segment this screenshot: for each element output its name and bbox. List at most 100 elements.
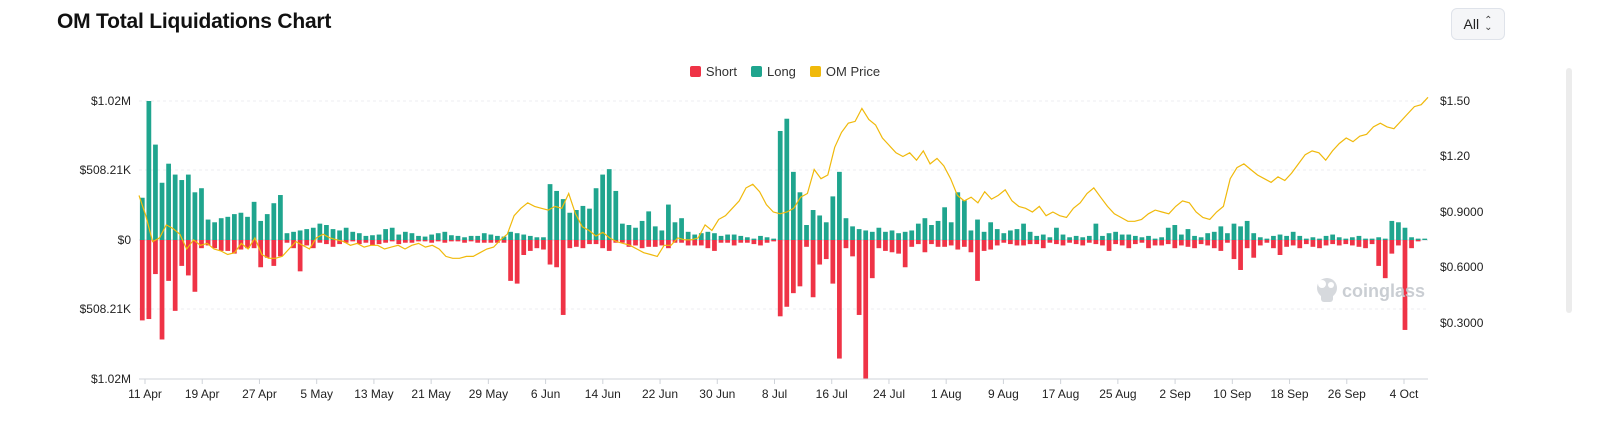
short-bar[interactable] — [462, 240, 467, 243]
short-bar[interactable] — [488, 240, 494, 243]
long-bar[interactable] — [389, 227, 395, 240]
long-bar[interactable] — [975, 219, 980, 240]
short-bar[interactable] — [975, 240, 980, 281]
long-bar[interactable] — [652, 226, 658, 240]
short-bar[interactable] — [718, 240, 724, 243]
short-bar[interactable] — [1363, 240, 1368, 249]
long-bar[interactable] — [587, 208, 592, 240]
short-bar[interactable] — [1126, 240, 1132, 249]
short-bar[interactable] — [1317, 240, 1322, 249]
long-bar[interactable] — [547, 184, 553, 240]
short-bar[interactable] — [212, 240, 217, 249]
short-bar[interactable] — [909, 240, 915, 247]
short-bar[interactable] — [1172, 240, 1178, 249]
short-bar[interactable] — [712, 240, 717, 251]
long-bar[interactable] — [843, 218, 849, 240]
short-bar[interactable] — [185, 240, 191, 276]
long-bar[interactable] — [1297, 235, 1303, 240]
long-bar[interactable] — [988, 222, 994, 240]
short-bar[interactable] — [1356, 240, 1362, 247]
long-bar[interactable] — [1317, 238, 1322, 240]
long-bar[interactable] — [830, 196, 836, 240]
long-bar[interactable] — [580, 205, 586, 240]
long-bar[interactable] — [666, 204, 671, 240]
long-bar[interactable] — [1159, 237, 1165, 240]
short-bar[interactable] — [1376, 240, 1382, 266]
long-bar[interactable] — [810, 210, 816, 240]
long-bar[interactable] — [1376, 237, 1382, 240]
long-bar[interactable] — [1277, 234, 1283, 240]
long-bar[interactable] — [199, 188, 204, 240]
short-bar[interactable] — [692, 240, 698, 246]
short-bar[interactable] — [514, 240, 520, 284]
long-bar[interactable] — [508, 231, 513, 240]
long-bar[interactable] — [1152, 238, 1158, 240]
long-bar[interactable] — [370, 235, 375, 240]
scrollbar[interactable] — [1566, 68, 1572, 313]
long-bar[interactable] — [1093, 223, 1099, 240]
long-bar[interactable] — [159, 182, 165, 240]
short-bar[interactable] — [843, 240, 849, 249]
short-bar[interactable] — [1343, 240, 1349, 245]
long-bar[interactable] — [554, 190, 559, 240]
long-bar[interactable] — [758, 235, 763, 240]
short-bar[interactable] — [639, 240, 645, 249]
short-bar[interactable] — [1290, 240, 1296, 246]
long-bar[interactable] — [304, 229, 310, 240]
long-bar[interactable] — [416, 235, 421, 240]
om-price-line[interactable] — [138, 96, 1429, 259]
long-bar[interactable] — [1257, 237, 1263, 240]
long-bar[interactable] — [639, 220, 645, 240]
long-bar[interactable] — [245, 216, 250, 240]
long-bar[interactable] — [731, 234, 737, 240]
long-bar[interactable] — [863, 230, 869, 240]
long-bar[interactable] — [521, 234, 527, 240]
long-bar[interactable] — [1001, 233, 1007, 240]
long-bar[interactable] — [488, 234, 494, 240]
short-bar[interactable] — [1284, 240, 1289, 247]
short-bar[interactable] — [915, 240, 921, 245]
long-bar[interactable] — [396, 234, 402, 240]
short-bar[interactable] — [560, 240, 566, 315]
long-bar[interactable] — [613, 190, 619, 240]
short-bar[interactable] — [330, 240, 336, 247]
short-bar[interactable] — [961, 240, 967, 247]
long-bar[interactable] — [1119, 234, 1125, 240]
short-bar[interactable] — [389, 240, 395, 242]
short-bar[interactable] — [159, 240, 165, 340]
long-bar[interactable] — [593, 188, 599, 240]
short-bar[interactable] — [139, 240, 145, 321]
short-bar[interactable] — [1271, 240, 1276, 249]
short-bar[interactable] — [429, 240, 435, 243]
short-bar[interactable] — [521, 240, 527, 255]
long-bar[interactable] — [1409, 237, 1414, 240]
long-bar[interactable] — [468, 235, 474, 240]
long-bar[interactable] — [777, 130, 783, 240]
short-bar[interactable] — [475, 240, 481, 243]
long-bar[interactable] — [856, 229, 862, 240]
short-bar[interactable] — [317, 240, 323, 243]
short-bar[interactable] — [1192, 240, 1197, 249]
long-bar[interactable] — [915, 223, 921, 240]
short-bar[interactable] — [1073, 240, 1079, 245]
short-bar[interactable] — [153, 240, 158, 275]
long-bar[interactable] — [297, 230, 303, 240]
long-bar[interactable] — [1027, 231, 1033, 240]
short-bar[interactable] — [738, 240, 744, 243]
short-bar[interactable] — [1297, 240, 1303, 249]
short-bar[interactable] — [231, 240, 237, 254]
long-bar[interactable] — [646, 211, 652, 240]
short-bar[interactable] — [1205, 240, 1211, 246]
short-bar[interactable] — [1402, 240, 1408, 330]
short-bar[interactable] — [442, 240, 448, 243]
long-bar[interactable] — [258, 220, 264, 240]
long-bar[interactable] — [495, 235, 500, 240]
short-bar[interactable] — [1264, 240, 1270, 243]
short-bar[interactable] — [1113, 240, 1118, 245]
short-bar[interactable] — [929, 240, 934, 245]
short-bar[interactable] — [166, 240, 171, 281]
long-bar[interactable] — [1067, 237, 1072, 240]
short-bar[interactable] — [659, 240, 665, 246]
long-bar[interactable] — [1014, 229, 1020, 240]
short-bar[interactable] — [383, 240, 388, 243]
